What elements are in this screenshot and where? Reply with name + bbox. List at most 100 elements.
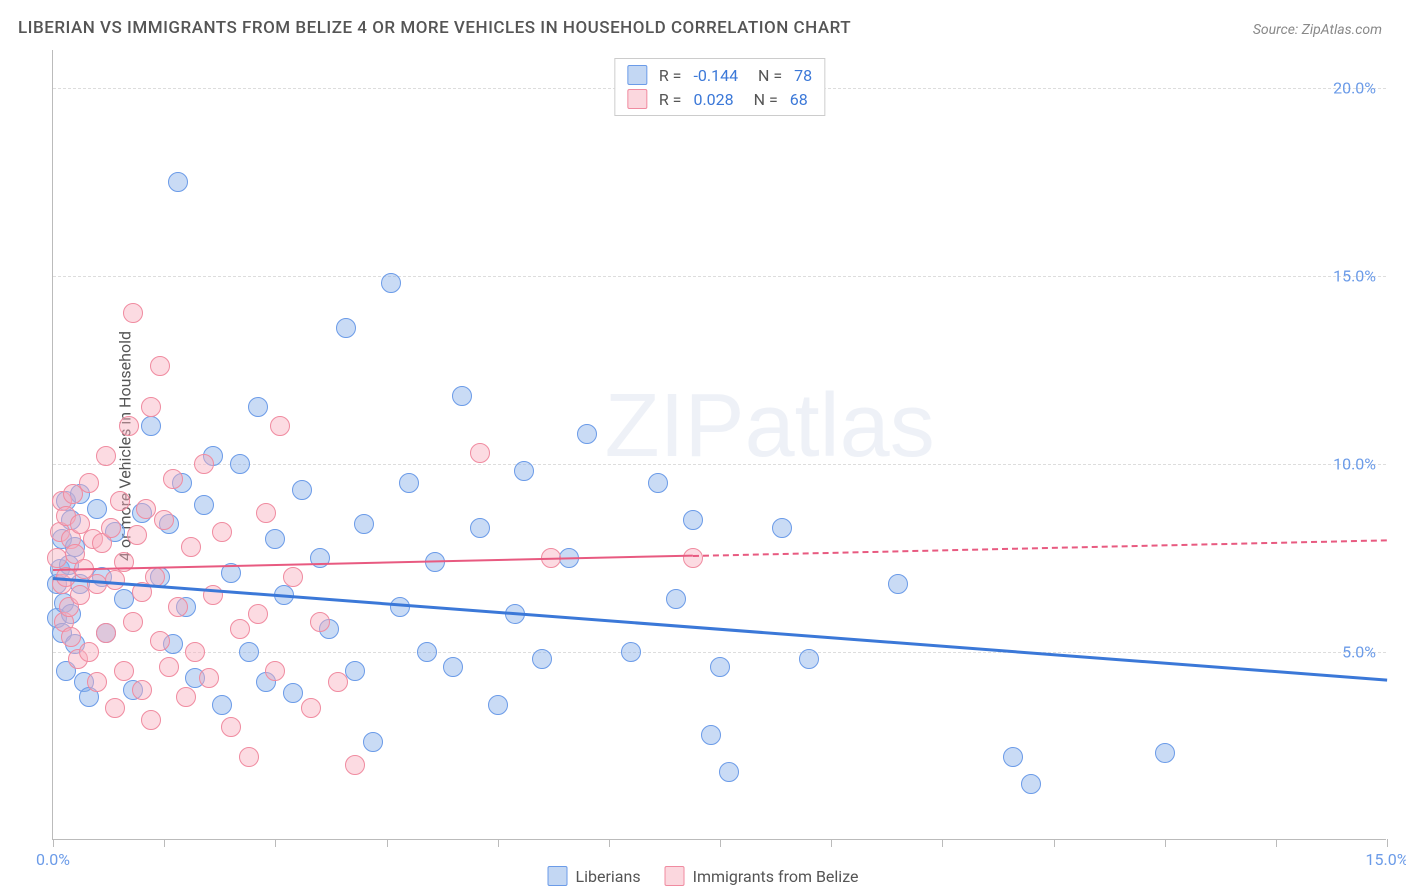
- xtick: [164, 839, 165, 847]
- scatter-point: [123, 303, 143, 323]
- scatter-point: [310, 612, 330, 632]
- scatter-point: [381, 273, 401, 293]
- scatter-point: [683, 548, 703, 568]
- scatter-point: [336, 318, 356, 338]
- scatter-point: [666, 589, 686, 609]
- scatter-point: [772, 518, 792, 538]
- stat-n-label: N =: [750, 66, 782, 85]
- stat-r-label: R =: [659, 90, 682, 109]
- legend-swatch: [665, 866, 685, 886]
- stat-r-label: R =: [659, 66, 682, 85]
- scatter-point: [194, 454, 214, 474]
- stat-r-value: 0.028: [693, 90, 733, 109]
- scatter-point: [141, 397, 161, 417]
- scatter-point: [96, 623, 116, 643]
- scatter-point: [399, 473, 419, 493]
- ytick-label: 10.0%: [1333, 454, 1376, 473]
- scatter-point: [132, 680, 152, 700]
- scatter-point: [154, 510, 174, 530]
- stat-legend: R = -0.144 N = 78R = 0.028 N = 68: [614, 58, 825, 116]
- scatter-point: [345, 661, 365, 681]
- xtick: [1054, 839, 1055, 847]
- scatter-point: [470, 518, 490, 538]
- scatter-point: [345, 755, 365, 775]
- scatter-point: [136, 499, 156, 519]
- stat-n-label: N =: [746, 90, 778, 109]
- scatter-point: [79, 473, 99, 493]
- scatter-point: [87, 499, 107, 519]
- scatter-point: [417, 642, 437, 662]
- legend-swatch: [627, 89, 647, 109]
- scatter-point: [248, 397, 268, 417]
- trend-line: [53, 555, 693, 571]
- scatter-point: [110, 491, 130, 511]
- scatter-point: [283, 567, 303, 587]
- scatter-point: [123, 612, 143, 632]
- scatter-point: [87, 574, 107, 594]
- scatter-point: [683, 510, 703, 530]
- scatter-point: [470, 443, 490, 463]
- scatter-point: [443, 657, 463, 677]
- stat-n-value: 68: [790, 90, 808, 109]
- scatter-point: [221, 717, 241, 737]
- xtick: [1387, 839, 1388, 847]
- trend-line-dashed: [693, 539, 1387, 557]
- scatter-point: [230, 619, 250, 639]
- scatter-point: [1021, 774, 1041, 794]
- scatter-point: [239, 642, 259, 662]
- scatter-point: [96, 446, 116, 466]
- scatter-point: [101, 518, 121, 538]
- scatter-point: [61, 627, 81, 647]
- xtick: [831, 839, 832, 847]
- xtick: [387, 839, 388, 847]
- legend-label: Liberians: [576, 867, 641, 886]
- scatter-point: [47, 548, 67, 568]
- scatter-point: [79, 642, 99, 662]
- scatter-point: [212, 522, 232, 542]
- scatter-point: [159, 657, 179, 677]
- scatter-point: [1003, 747, 1023, 767]
- gridline: [53, 464, 1386, 465]
- xtick: [1165, 839, 1166, 847]
- scatter-point: [163, 469, 183, 489]
- scatter-point: [105, 698, 125, 718]
- ytick-label: 20.0%: [1333, 78, 1376, 97]
- xtick: [720, 839, 721, 847]
- bottom-legend: Liberians Immigrants from Belize: [548, 866, 859, 886]
- scatter-point: [701, 725, 721, 745]
- scatter-point: [488, 695, 508, 715]
- xtick: [53, 839, 54, 847]
- scatter-point: [230, 454, 250, 474]
- legend-item: Immigrants from Belize: [665, 866, 859, 886]
- scatter-point: [301, 698, 321, 718]
- scatter-point: [168, 597, 188, 617]
- stat-row: R = 0.028 N = 68: [627, 87, 812, 111]
- scatter-point: [719, 762, 739, 782]
- scatter-point: [114, 661, 134, 681]
- scatter-point: [328, 672, 348, 692]
- scatter-point: [648, 473, 668, 493]
- scatter-point: [70, 585, 90, 605]
- ytick-label: 15.0%: [1333, 266, 1376, 285]
- scatter-point: [283, 683, 303, 703]
- legend-swatch: [627, 65, 647, 85]
- scatter-point: [87, 672, 107, 692]
- scatter-point: [212, 695, 232, 715]
- scatter-point: [248, 604, 268, 624]
- xtick-label: 0.0%: [36, 850, 70, 869]
- scatter-point: [292, 480, 312, 500]
- scatter-point: [452, 386, 472, 406]
- ytick-label: 5.0%: [1342, 642, 1376, 661]
- plot-area: 5.0%10.0%15.0%20.0%0.0%15.0%R = -0.144 N…: [52, 50, 1386, 840]
- legend-swatch: [548, 866, 568, 886]
- scatter-point: [1155, 743, 1175, 763]
- source-label: Source: ZipAtlas.com: [1253, 22, 1382, 38]
- scatter-point: [363, 732, 383, 752]
- scatter-point: [150, 631, 170, 651]
- stat-n-value: 78: [794, 66, 812, 85]
- scatter-point: [185, 642, 205, 662]
- scatter-point: [799, 649, 819, 669]
- scatter-point: [354, 514, 374, 534]
- scatter-point: [888, 574, 908, 594]
- stat-row: R = -0.144 N = 78: [627, 63, 812, 87]
